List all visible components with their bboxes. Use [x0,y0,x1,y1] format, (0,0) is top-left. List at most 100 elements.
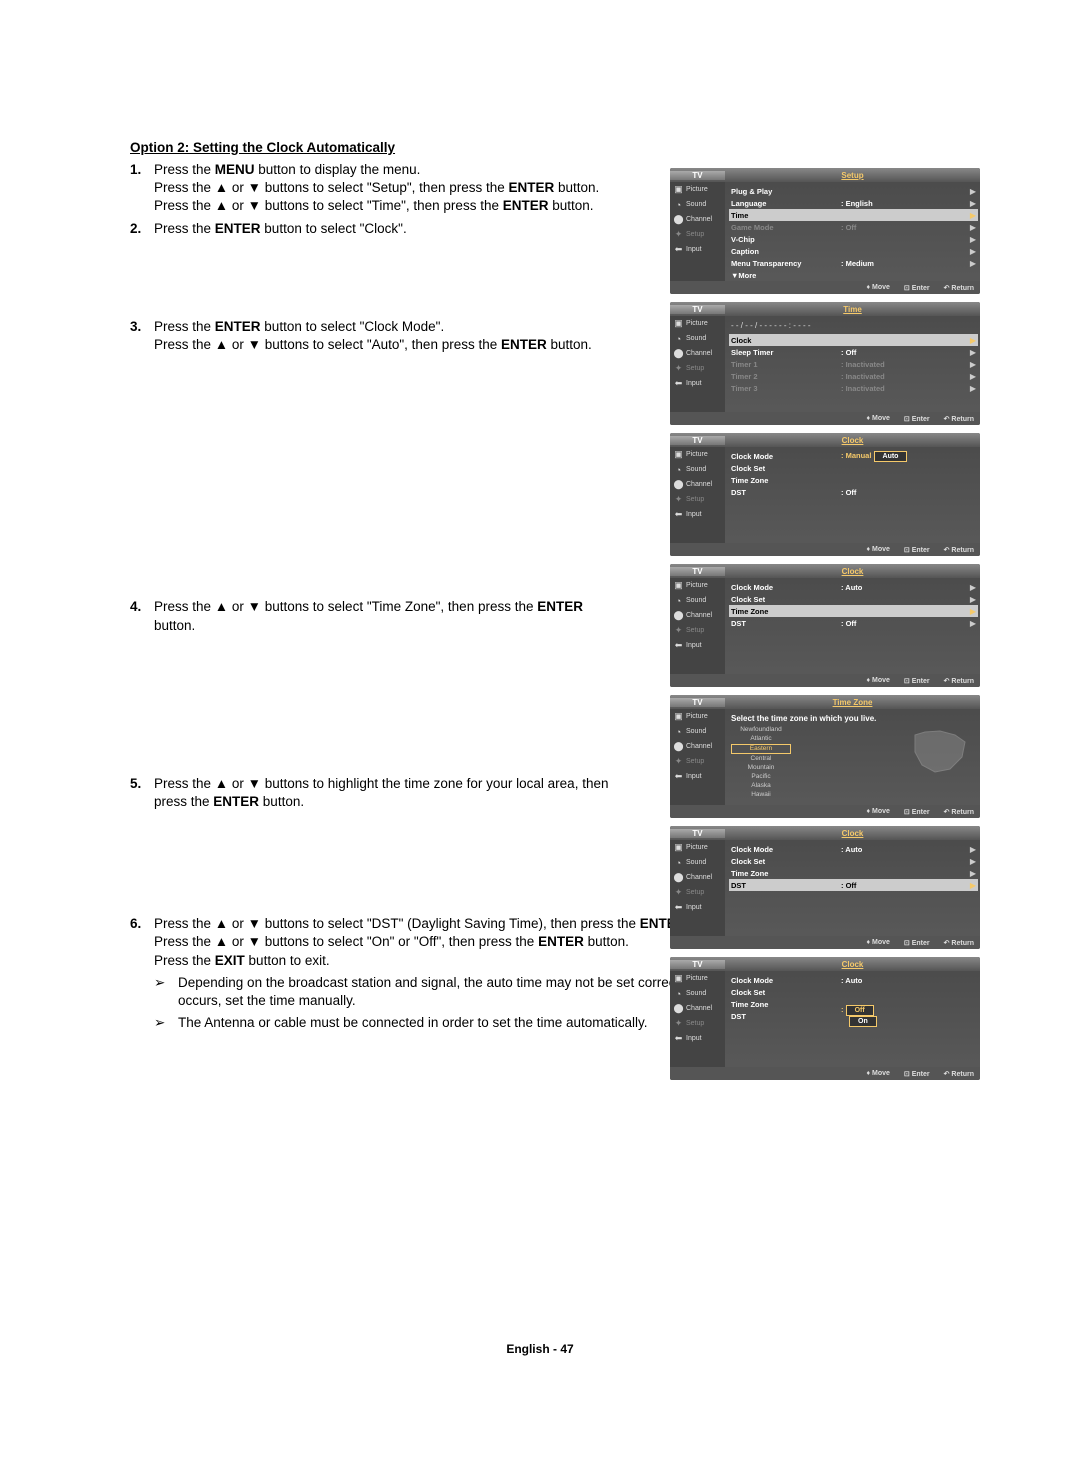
osd-footer: ♦ Move ⊡ Enter ↶ Return [670,412,980,425]
osd-sidebar: ▣Picture ◔Sound ⬤Channel ✦Setup ⬅Input [670,447,725,543]
map-icon [910,727,970,777]
input-icon: ⬅ [673,640,684,651]
sidebar-picture: ▣Picture [670,840,725,855]
sound-icon: ◔ [673,333,684,344]
note-text: Depending on the broadcast station and s… [178,974,734,1010]
osd-menu-row: V-Chip ▶ [731,233,976,245]
osd-menu-row: DST : Off [731,486,976,498]
timezone-option: Hawaii [731,791,791,799]
osd-menu-row: Clock Set [731,986,976,998]
osd-header: TV Clock [670,564,980,578]
step-body: Press the ENTER button to select "Clock … [154,318,610,354]
osd-title: Setup [725,171,980,180]
osd-title: Clock [725,960,980,969]
chevron-right-icon: ▶ [966,187,976,196]
osd-tv-label: TV [670,829,725,838]
osd-menu-row: Time ▶ [729,209,978,221]
footer-return: ↶ Return [944,546,974,554]
osd-menu-row: DST : OffOn [731,1010,976,1022]
footer-enter: ⊡ Enter [904,939,930,947]
osd-footer: ♦ Move ⊡ Enter ↶ Return [670,674,980,687]
channel-icon: ⬤ [673,479,684,490]
osd-row-label: Clock [731,336,841,345]
channel-icon: ⬤ [673,872,684,883]
footer-enter: ⊡ Enter [904,284,930,292]
osd-row-label: Clock Mode [731,845,841,854]
chevron-right-icon: ▶ [966,336,976,345]
osd-menu-row: Plug & Play ▶ [731,185,976,197]
osd-row-label: DST [731,488,841,497]
channel-icon: ⬤ [673,741,684,752]
osd-footer: ♦ Move ⊡ Enter ↶ Return [670,936,980,949]
setup-icon: ✦ [673,494,684,505]
sidebar-picture: ▣Picture [670,578,725,593]
osd-menu-row: Game Mode : Off ▶ [731,221,976,233]
osd-menu-row: Clock Mode : Auto ▶ [731,843,976,855]
chevron-right-icon: ▶ [966,372,976,381]
sidebar-input: ⬅Input [670,638,725,653]
osd-row-value: : Off [841,881,966,890]
osd-sidebar: ▣Picture ◔Sound ⬤Channel ✦Setup ⬅Input [670,709,725,805]
chevron-right-icon: ▶ [966,348,976,357]
osd-row-label: Time Zone [731,476,841,485]
chevron-right-icon: ▶ [966,869,976,878]
osd-row-value: : Inactivated [841,372,966,381]
osd-setup: TV Setup ▣Picture ◔Sound ⬤Channel ✦Setup… [670,168,980,294]
osd-row-label: DST [731,619,841,628]
sidebar-channel: ⬤Channel [670,477,725,492]
osd-menu-row: Clock Mode : Auto ▶ [731,581,976,593]
footer-enter: ⊡ Enter [904,677,930,685]
osd-row-value: : Auto [841,583,966,592]
sound-icon: ◔ [673,988,684,999]
osd-row-label: Game Mode [731,223,841,232]
picture-icon: ▣ [673,184,684,195]
osd-sidebar: ▣Picture ◔Sound ⬤Channel ✦Setup ⬅Input [670,316,725,412]
osd-tv-label: TV [670,960,725,969]
sidebar-sound: ◔Sound [670,197,725,212]
chevron-right-icon: ▶ [966,247,976,256]
picture-icon: ▣ [673,973,684,984]
tz-instruction: Select the time zone in which you live. [731,712,976,726]
picture-icon: ▣ [673,711,684,722]
osd-row-label: Timer 3 [731,384,841,393]
sidebar-input: ⬅Input [670,769,725,784]
osd-menu-row: Time Zone ▶ [729,605,978,617]
osd-menu-row: Clock Mode : Manual Auto [731,450,976,462]
footer-move: ♦ Move [867,939,890,946]
sound-icon: ◔ [673,726,684,737]
osd-row-label: Clock Set [731,857,841,866]
osd-menu-row: ▼More [731,269,976,281]
footer-move: ♦ Move [867,808,890,815]
sidebar-sound: ◔Sound [670,331,725,346]
note-2: ➢ The Antenna or cable must be connected… [154,1014,734,1032]
note-arrow-icon: ➢ [154,974,178,1010]
osd-main-panel: Plug & Play ▶ Language : English ▶ Time … [725,182,980,281]
osd-clock-timezone: TV Clock ▣Picture ◔Sound ⬤Channel ✦Setup… [670,564,980,687]
osd-row-value: : Off [841,619,966,628]
note-text: The Antenna or cable must be connected i… [178,1014,648,1032]
osd-main-panel: Clock Mode : Auto ▶ Clock Set ▶ Time Zon… [725,578,980,674]
osd-row-label: Time Zone [731,607,841,616]
footer-return: ↶ Return [944,284,974,292]
channel-icon: ⬤ [673,214,684,225]
osd-row-value: : Inactivated [841,384,966,393]
footer-move: ♦ Move [867,677,890,684]
osd-menu-row: Clock ▶ [729,334,978,346]
osd-row-label: Clock Mode [731,452,841,461]
osd-row-label: ▼More [731,271,841,280]
setup-icon: ✦ [673,625,684,636]
osd-menu-row: Menu Transparency : Medium ▶ [731,257,976,269]
osd-main-panel: Clock Mode : Auto Clock Set Time Zone DS… [725,971,980,1067]
setup-icon: ✦ [673,887,684,898]
sidebar-picture: ▣Picture [670,709,725,724]
osd-menu-row: Timer 3 : Inactivated ▶ [731,382,976,394]
osd-sidebar: ▣Picture ◔Sound ⬤Channel ✦Setup ⬅Input [670,840,725,936]
sidebar-sound: ◔Sound [670,593,725,608]
timezone-option: Mountain [731,764,791,772]
step-5: 5. Press the ▲ or ▼ buttons to highlight… [130,775,610,811]
sidebar-sound: ◔Sound [670,462,725,477]
footer-return: ↶ Return [944,1070,974,1078]
footer-move: ♦ Move [867,546,890,553]
osd-tv-label: TV [670,698,725,707]
footer-enter: ⊡ Enter [904,546,930,554]
